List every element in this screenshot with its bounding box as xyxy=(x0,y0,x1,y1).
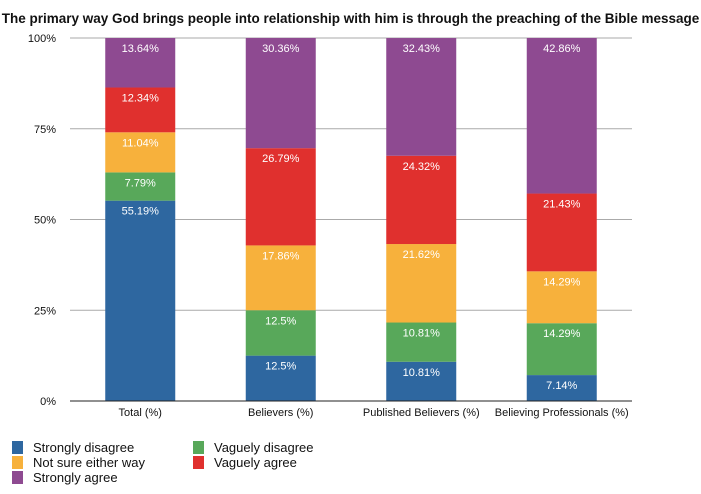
legend-swatch xyxy=(12,471,23,484)
data-label: 12.34% xyxy=(122,93,160,105)
y-tick-label: 0% xyxy=(40,396,56,408)
legend-swatch xyxy=(193,441,204,454)
legend-label: Vaguely disagree xyxy=(214,440,314,455)
legend-swatch xyxy=(193,456,204,469)
legend-label: Not sure either way xyxy=(33,455,145,470)
legend-item-vaguely-agree: Vaguely agree xyxy=(193,455,297,470)
bar-segment xyxy=(386,322,457,362)
data-label: 10.81% xyxy=(403,328,441,340)
bar-segment xyxy=(105,200,176,401)
y-tick-label: 50% xyxy=(34,215,56,227)
legend-label: Vaguely agree xyxy=(214,455,297,470)
bar-segment xyxy=(245,355,316,401)
bar-segment xyxy=(526,37,597,194)
bar-segment xyxy=(245,148,316,246)
bar-segment xyxy=(526,323,597,376)
bar-segment xyxy=(386,361,457,401)
data-label: 11.04% xyxy=(122,137,159,149)
legend-item-strongly-agree: Strongly agree xyxy=(12,470,118,485)
y-tick-label: 25% xyxy=(34,305,56,317)
legend-item-strongly-disagree: Strongly disagree xyxy=(12,440,134,455)
data-label: 17.86% xyxy=(262,250,300,262)
x-tick-label: Believers (%) xyxy=(248,407,313,419)
data-label: 24.32% xyxy=(403,161,441,173)
x-tick-label: Believing Professionals (%) xyxy=(495,407,629,419)
chart-title: The primary way God brings people into r… xyxy=(1,11,700,26)
bar-segment xyxy=(105,87,176,133)
data-label: 7.14% xyxy=(546,380,577,392)
data-label: 42.86% xyxy=(543,43,581,55)
bar-segment xyxy=(386,155,457,245)
data-label: 12.5% xyxy=(265,361,296,373)
bar-segment xyxy=(245,37,316,149)
data-label: 14.29% xyxy=(543,276,581,288)
y-tick-label: 100% xyxy=(28,33,56,45)
legend-label: Strongly disagree xyxy=(33,440,135,455)
bar-segment xyxy=(526,375,597,401)
x-tick-label: Published Believers (%) xyxy=(363,407,480,419)
bar-segment xyxy=(526,193,597,272)
legend-swatch xyxy=(12,456,23,469)
legend-label: Strongly agree xyxy=(33,470,118,485)
bar-segment xyxy=(105,38,176,88)
legend-swatch xyxy=(12,441,23,454)
data-label: 10.81% xyxy=(403,367,441,379)
data-label: 26.79% xyxy=(262,153,300,165)
legend-item-not-sure: Not sure either way xyxy=(12,455,145,470)
bar-segment xyxy=(245,245,316,311)
data-label: 21.43% xyxy=(543,199,581,211)
y-tick-label: 75% xyxy=(34,124,56,136)
legend-item-vaguely-disagree: Vaguely disagree xyxy=(193,440,314,455)
bar-segment xyxy=(105,132,176,173)
data-label: 12.5% xyxy=(265,315,296,327)
data-label: 55.19% xyxy=(122,206,160,218)
data-label: 7.79% xyxy=(125,177,156,189)
data-label: 21.62% xyxy=(403,249,441,261)
bar-segment xyxy=(386,38,457,156)
bar-segment xyxy=(526,271,597,324)
bar-segment xyxy=(386,244,457,323)
data-label: 14.29% xyxy=(543,328,581,340)
data-label: 30.36% xyxy=(262,43,300,55)
data-label: 32.43% xyxy=(403,43,441,55)
bar-segment xyxy=(245,310,316,356)
data-label: 13.64% xyxy=(122,43,160,55)
bar-segment xyxy=(105,172,176,201)
x-tick-label: Total (%) xyxy=(119,407,162,419)
